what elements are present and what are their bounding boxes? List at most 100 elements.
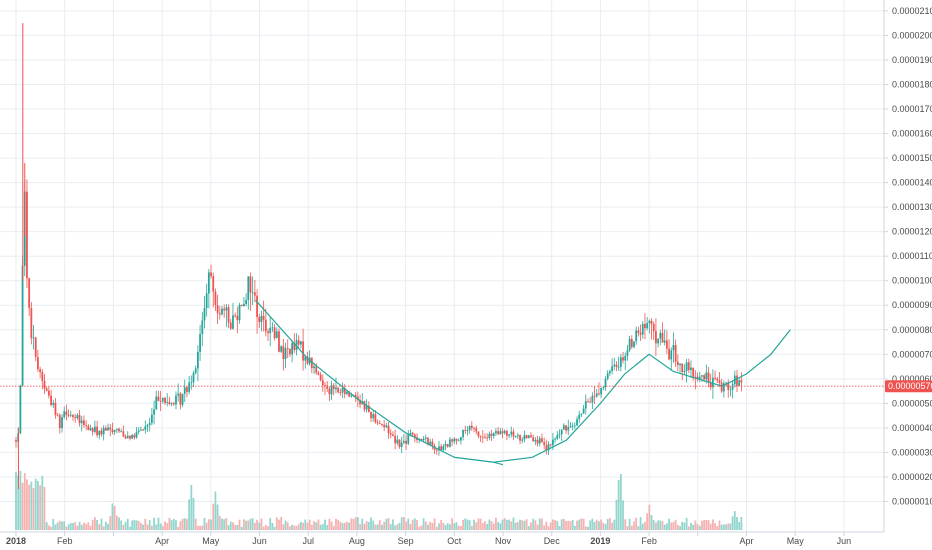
candle-body bbox=[716, 378, 719, 381]
volume-bar bbox=[696, 523, 699, 530]
candle-body bbox=[148, 422, 151, 425]
candle-body bbox=[190, 382, 193, 383]
candle-body bbox=[102, 427, 105, 435]
volume-bar bbox=[186, 518, 188, 530]
candle-body bbox=[332, 385, 335, 390]
volume-bar bbox=[37, 480, 39, 530]
candle-body bbox=[468, 425, 471, 431]
candle-body bbox=[516, 435, 519, 437]
volume-bar bbox=[501, 519, 504, 530]
volume-bar bbox=[273, 526, 276, 530]
candle-body bbox=[731, 384, 734, 390]
volume-bar bbox=[661, 521, 664, 530]
volume-bar bbox=[556, 520, 559, 530]
candle-body bbox=[505, 430, 508, 436]
y-tick-label: 0.00001200 bbox=[892, 227, 932, 237]
volume-bar bbox=[718, 520, 721, 530]
volume-bar bbox=[65, 526, 68, 530]
candle-body bbox=[118, 428, 120, 432]
candle-body bbox=[400, 442, 403, 447]
candle-body bbox=[210, 272, 212, 277]
volume-bar bbox=[74, 521, 77, 530]
candle-body bbox=[486, 437, 489, 439]
volume-bar bbox=[527, 526, 530, 530]
candle-body bbox=[302, 341, 304, 361]
volume-bar bbox=[624, 519, 627, 530]
candle-body bbox=[150, 414, 153, 423]
volume-bar bbox=[89, 525, 92, 530]
volume-bar bbox=[668, 518, 670, 530]
candle-body bbox=[166, 401, 169, 403]
candle-body bbox=[291, 343, 294, 355]
candle-body bbox=[161, 397, 164, 402]
candle-body bbox=[365, 405, 368, 410]
volume-bar bbox=[545, 521, 548, 530]
volume-bar bbox=[50, 526, 52, 530]
volume-bar bbox=[543, 525, 546, 530]
volume-bar bbox=[459, 525, 462, 530]
candle-body bbox=[477, 431, 480, 437]
volume-bar bbox=[245, 520, 248, 530]
candle-body bbox=[159, 400, 162, 402]
candle-body bbox=[396, 439, 399, 444]
candle-body bbox=[711, 377, 714, 388]
candle-body bbox=[89, 428, 92, 431]
y-tick-label: 0.00002100 bbox=[892, 6, 932, 16]
candle-body bbox=[459, 437, 462, 441]
volume-bar bbox=[387, 518, 390, 530]
volume-bar bbox=[359, 524, 361, 530]
candle-body bbox=[381, 424, 383, 425]
volume-bar bbox=[175, 520, 177, 530]
candle-body bbox=[280, 346, 283, 352]
volume-bar bbox=[508, 519, 510, 530]
volume-bar bbox=[317, 519, 320, 530]
candle-body bbox=[359, 400, 361, 405]
volume-bar bbox=[716, 526, 719, 530]
candle-body bbox=[411, 432, 414, 435]
volume-bar bbox=[446, 523, 449, 530]
volume-bar bbox=[659, 520, 662, 530]
candle-body bbox=[317, 372, 320, 375]
candle-body bbox=[595, 393, 598, 397]
candle-body bbox=[346, 391, 348, 395]
candle-body bbox=[683, 370, 686, 373]
x-tick-label: Oct bbox=[447, 536, 462, 546]
volume-bar bbox=[663, 524, 666, 530]
candle-body bbox=[655, 331, 657, 344]
candle-body bbox=[170, 403, 173, 404]
candle-body bbox=[96, 426, 98, 436]
candle-body bbox=[54, 402, 57, 415]
volume-bar bbox=[657, 520, 660, 530]
candle-body bbox=[47, 390, 50, 396]
candle-body bbox=[201, 320, 204, 334]
volume-bar bbox=[172, 518, 175, 530]
candle-body bbox=[339, 392, 342, 393]
volume-bar bbox=[343, 522, 346, 530]
candle-body bbox=[694, 376, 697, 378]
candle-body bbox=[587, 401, 589, 402]
candle-body bbox=[289, 348, 291, 355]
candle-body bbox=[453, 438, 456, 442]
candle-body bbox=[91, 428, 94, 432]
candle-body bbox=[271, 327, 274, 329]
volume-bar bbox=[161, 526, 164, 530]
candle-body bbox=[424, 437, 427, 439]
volume-bar bbox=[392, 519, 394, 530]
candle-body bbox=[578, 414, 581, 420]
candle-body bbox=[72, 414, 74, 418]
candle-body bbox=[135, 432, 138, 438]
volume-bar bbox=[398, 522, 401, 530]
y-tick-label: 0.00002000 bbox=[892, 30, 932, 40]
volume-bar bbox=[58, 520, 61, 530]
candle-body bbox=[582, 408, 585, 414]
volume-bar bbox=[227, 525, 230, 530]
candle-body bbox=[571, 425, 574, 427]
candle-body bbox=[104, 427, 107, 431]
candle-body bbox=[615, 364, 618, 367]
candle-body bbox=[580, 413, 583, 415]
candle-body bbox=[236, 315, 239, 321]
volume-bar bbox=[310, 524, 313, 530]
volume-bar bbox=[61, 521, 63, 530]
